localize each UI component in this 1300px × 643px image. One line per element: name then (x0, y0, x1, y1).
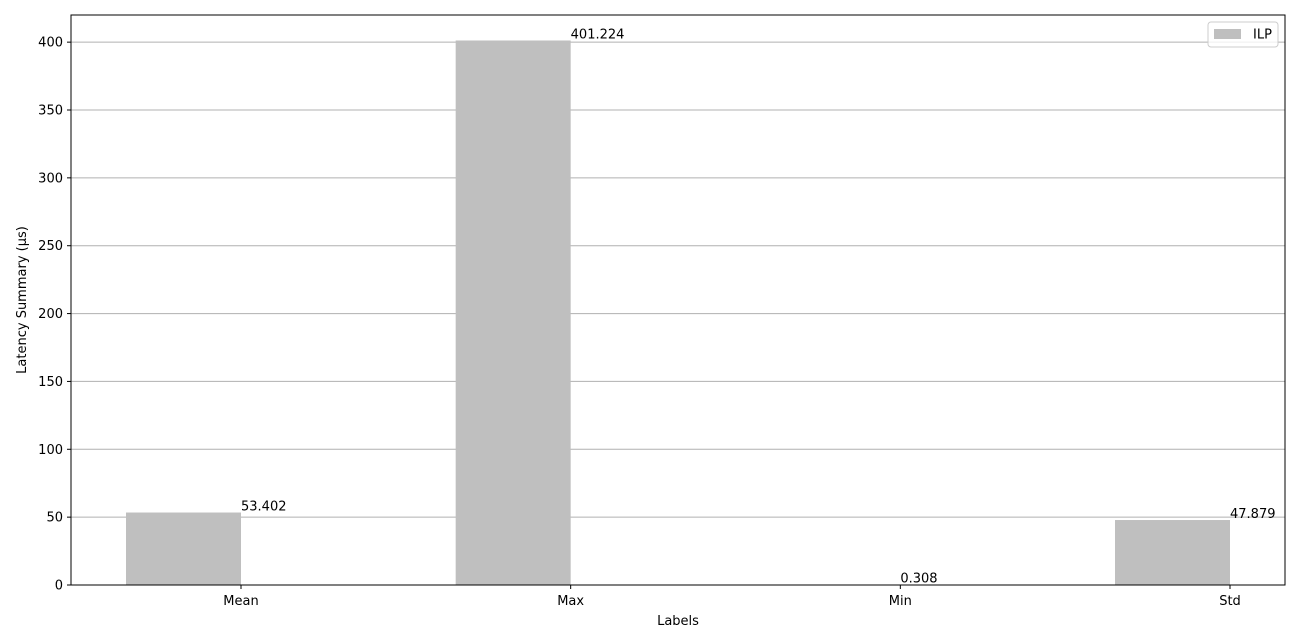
x-tick-label-mean: Mean (223, 594, 258, 609)
data-label-min: 0.308 (900, 572, 937, 587)
bars (126, 40, 1230, 586)
y-tick-label: 350 (38, 104, 63, 119)
x-tick-label-max: Max (557, 594, 584, 609)
legend: ILP (1207, 21, 1279, 48)
bar-max (455, 40, 571, 586)
data-label-max: 401.224 (571, 27, 625, 42)
bar-std (1115, 520, 1230, 585)
legend-label-ilp: ILP (1253, 28, 1272, 43)
y-tick-label: 150 (38, 375, 63, 390)
legend-swatch (1214, 29, 1241, 39)
y-tick-label: 50 (46, 511, 63, 526)
x-axis-label: Labels (657, 614, 699, 629)
y-tick-label: 250 (38, 239, 63, 254)
x-tick-label-min: Min (889, 594, 912, 609)
y-tick-label: 200 (38, 307, 63, 322)
bar-mean (126, 512, 241, 585)
grid-lines (71, 41, 1285, 586)
x-tick-label-std: Std (1219, 594, 1241, 609)
y-tick-label: 0 (55, 579, 63, 594)
data-label-std: 47.879 (1230, 507, 1276, 522)
y-axis-label: Latency Summary (µs) (15, 226, 30, 374)
y-tick-label: 400 (38, 36, 63, 51)
data-labels: 53.402 401.224 0.308 47.879 (241, 27, 1276, 586)
x-ticks: Mean Max Min Std (223, 585, 1241, 609)
plot-frame (70, 14, 1286, 586)
y-ticks: 0 50 100 150 200 250 300 350 400 (38, 36, 71, 594)
data-label-mean: 53.402 (241, 500, 287, 515)
y-tick-label: 300 (38, 171, 63, 186)
y-tick-label: 100 (38, 443, 63, 458)
legend-box (1207, 21, 1279, 48)
